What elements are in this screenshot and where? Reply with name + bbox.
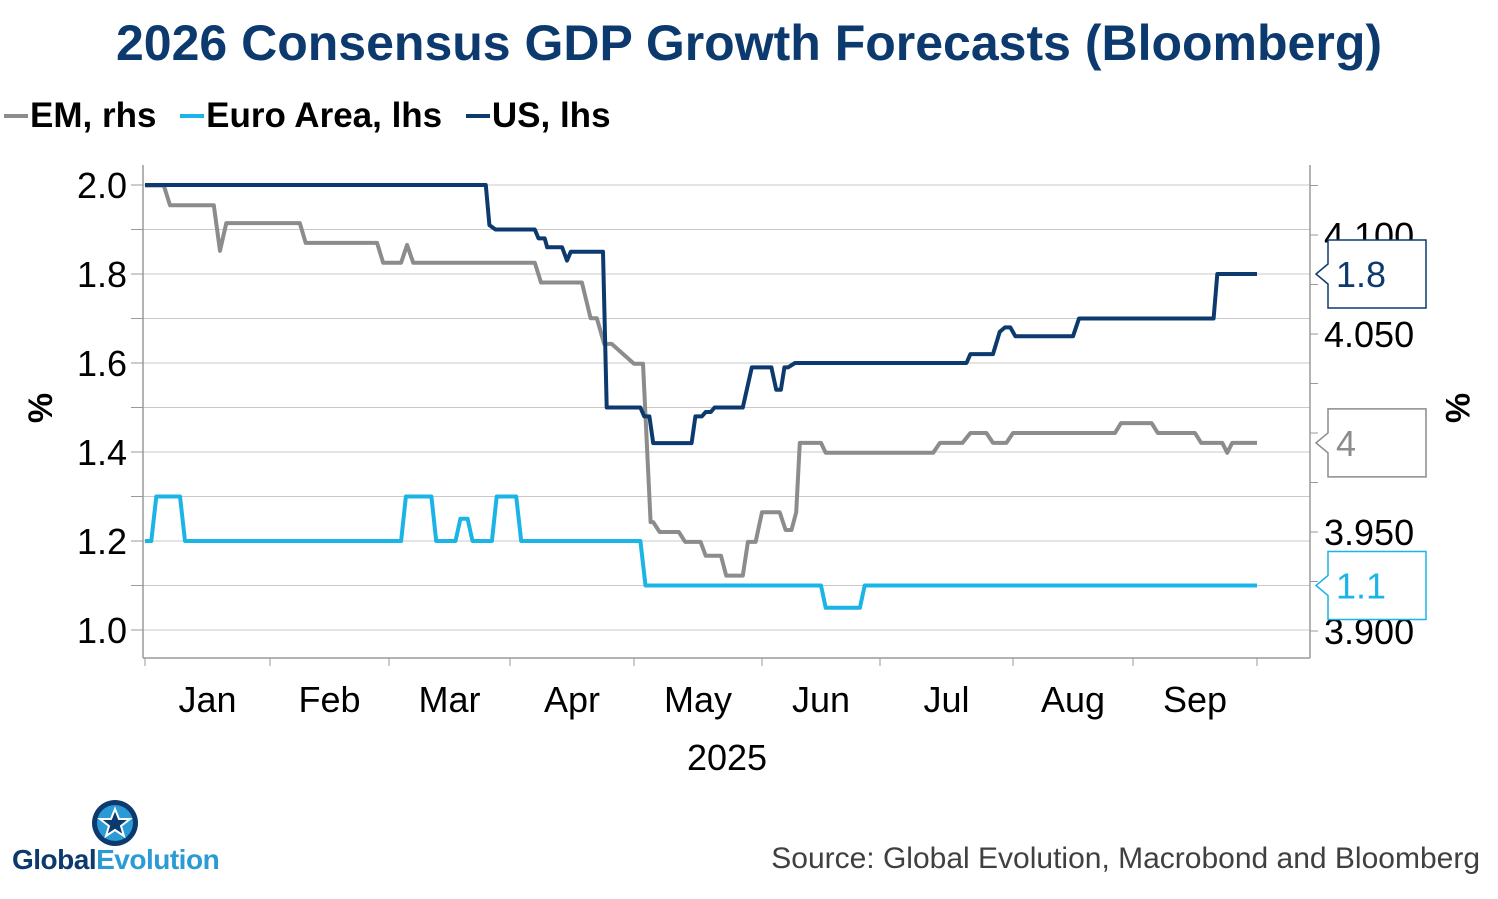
series-line-us[interactable] xyxy=(145,183,1257,446)
x-tick-label: May xyxy=(664,679,732,720)
legend-item-us[interactable]: US, lhs xyxy=(465,96,611,136)
legend-swatch-euro-area xyxy=(180,113,205,118)
value-callout-text: 1.1 xyxy=(1336,566,1386,607)
left-tick-label: 1.6 xyxy=(77,343,127,384)
right-tick-label: 4.050 xyxy=(1324,314,1414,355)
chart-title: 2026 Consensus GDP Growth Forecasts (Blo… xyxy=(115,15,1383,71)
legend-label-us: US, lhs xyxy=(491,96,611,135)
left-tick-label: 1.2 xyxy=(77,521,127,562)
left-tick-label: 1.8 xyxy=(77,254,127,295)
left-tick-label: 1.0 xyxy=(77,610,127,651)
left-tick-label: 1.4 xyxy=(77,432,127,473)
value-callout-box xyxy=(1314,239,1427,309)
x-tick-label: Mar xyxy=(419,679,481,720)
legend-label-em: EM, rhs xyxy=(30,96,157,135)
legend-swatch-us xyxy=(465,113,490,118)
legend-item-em[interactable]: EM, rhs xyxy=(4,96,156,136)
logo-text: GlobalEvolution xyxy=(12,844,220,876)
x-axis-label: 2025 xyxy=(687,737,767,778)
star-icon xyxy=(92,800,138,846)
legend-item-euro-area[interactable]: Euro Area, lhs xyxy=(180,96,442,136)
legend-label-euro-area: Euro Area, lhs xyxy=(206,96,443,135)
left-tick-label: 2.0 xyxy=(77,165,127,206)
series-line-euro-area[interactable] xyxy=(145,494,1257,610)
value-callout-us: 1.8 xyxy=(1314,239,1427,309)
logo-text-part1: Global xyxy=(12,844,97,875)
left-axis-label: % xyxy=(22,393,60,423)
value-callout-box xyxy=(1314,408,1427,478)
right-tick-label: 3.950 xyxy=(1324,512,1414,553)
series-layer xyxy=(145,183,1257,610)
labels-layer: 1.8 1.1 4 xyxy=(1314,239,1427,621)
value-callout-box xyxy=(1314,550,1427,621)
x-tick-label: Sep xyxy=(1163,679,1227,720)
logo-text-part2: Evolution xyxy=(96,844,220,875)
value-callout-text: 1.8 xyxy=(1336,254,1386,295)
value-callout-euro-area: 1.1 xyxy=(1314,550,1427,621)
right-axis-label: % xyxy=(1438,393,1476,423)
x-tick-label: Apr xyxy=(544,679,600,720)
x-tick-label: Feb xyxy=(298,679,360,720)
x-tick-label: Jul xyxy=(923,679,969,720)
global-evolution-logo: GlobalEvolution xyxy=(8,798,228,888)
legend-swatch-em xyxy=(4,113,28,118)
legend: EM, rhs Euro Area, lhs US, lhs xyxy=(4,96,625,136)
x-tick-label: Aug xyxy=(1041,679,1105,720)
value-callout-em: 4 xyxy=(1314,408,1427,478)
axes-layer: 1.01.21.41.61.82.03.9003.9504.0504.100%%… xyxy=(22,165,1476,778)
x-tick-label: Jun xyxy=(792,679,850,720)
source-note: Source: Global Evolution, Macrobond and … xyxy=(771,842,1480,875)
series-line-em[interactable] xyxy=(145,183,1257,578)
value-callout-text: 4 xyxy=(1336,423,1356,464)
x-tick-label: Jan xyxy=(178,679,236,720)
